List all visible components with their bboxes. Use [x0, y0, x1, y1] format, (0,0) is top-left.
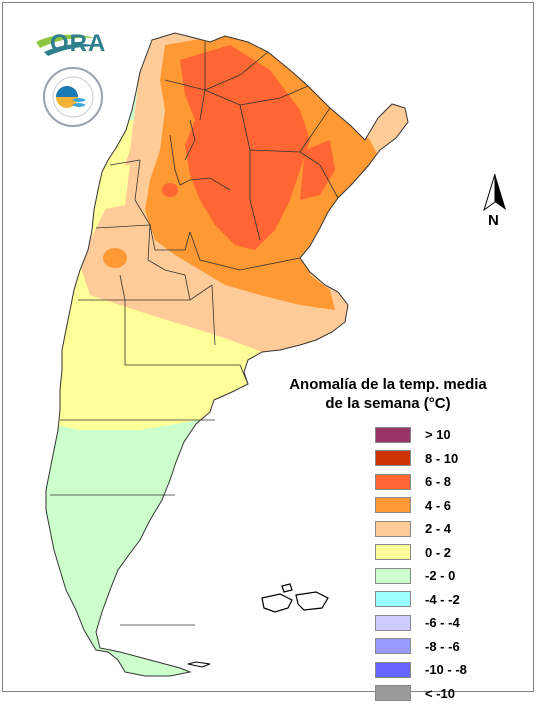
isla-de-los-estados: [188, 662, 210, 667]
legend-item: -10 - -8: [375, 658, 467, 682]
legend-label: -2 - 0: [425, 568, 455, 583]
legend-item: < -10: [375, 682, 467, 705]
smn-seal-icon: [42, 66, 104, 128]
malvinas-islands: [262, 584, 328, 612]
legend-item: 0 - 2: [375, 541, 467, 565]
legend-item: > 10: [375, 423, 467, 447]
legend-item: -2 - 0: [375, 564, 467, 588]
legend-item: 2 - 4: [375, 517, 467, 541]
legend-item: -6 - -4: [375, 611, 467, 635]
legend-swatch: [375, 568, 411, 584]
legend-title: Anomalía de la temp. media de la semana …: [288, 375, 488, 413]
legend-item: -4 - -2: [375, 588, 467, 612]
legend-label: 6 - 8: [425, 474, 451, 489]
legend-swatch: [375, 521, 411, 537]
legend-item: 8 - 10: [375, 447, 467, 471]
legend-item: 6 - 8: [375, 470, 467, 494]
legend-swatch: [375, 497, 411, 513]
legend-label: -6 - -4: [425, 615, 460, 630]
legend-swatch: [375, 638, 411, 654]
legend-swatch: [375, 662, 411, 678]
legend-label: -10 - -8: [425, 662, 467, 677]
legend-label: 0 - 2: [425, 545, 451, 560]
legend-label: 2 - 4: [425, 521, 451, 536]
legend-label: > 10: [425, 427, 451, 442]
legend-item: 4 - 6: [375, 494, 467, 518]
legend-swatch: [375, 591, 411, 607]
legend-swatch: [375, 544, 411, 560]
legend-label: -8 - -6: [425, 639, 460, 654]
legend-label: < -10: [425, 686, 455, 701]
legend-swatch: [375, 450, 411, 466]
legend-swatch: [375, 685, 411, 701]
legend-label: 4 - 6: [425, 498, 451, 513]
legend-swatch: [375, 615, 411, 631]
legend-title-line1: Anomalía de la temp. media: [288, 375, 488, 394]
north-label: N: [488, 212, 499, 229]
legend-swatch: [375, 427, 411, 443]
legend: > 10 8 - 10 6 - 8 4 - 6 2 - 4 0 - 2 -2 - 0 -4 -…: [375, 423, 467, 705]
legend-title-line2: de la semana (°C): [288, 394, 488, 413]
legend-label: 8 - 10: [425, 451, 458, 466]
legend-label: -4 - -2: [425, 592, 460, 607]
legend-item: -8 - -6: [375, 635, 467, 659]
ora-logo-text: ORA: [50, 30, 106, 58]
legend-swatch: [375, 474, 411, 490]
